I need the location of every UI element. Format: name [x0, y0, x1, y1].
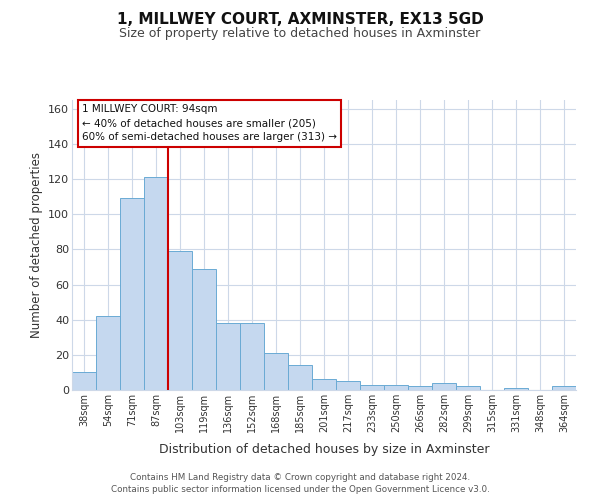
- Bar: [168, 251, 192, 390]
- Bar: [552, 386, 576, 390]
- Y-axis label: Number of detached properties: Number of detached properties: [29, 152, 43, 338]
- Text: Contains public sector information licensed under the Open Government Licence v3: Contains public sector information licen…: [110, 485, 490, 494]
- Bar: [360, 384, 384, 390]
- Bar: [384, 384, 408, 390]
- Bar: [408, 386, 432, 390]
- Text: Distribution of detached houses by size in Axminster: Distribution of detached houses by size …: [159, 442, 489, 456]
- Bar: [336, 381, 360, 390]
- Text: 1 MILLWEY COURT: 94sqm
← 40% of detached houses are smaller (205)
60% of semi-de: 1 MILLWEY COURT: 94sqm ← 40% of detached…: [82, 104, 337, 142]
- Bar: [456, 386, 480, 390]
- Bar: [312, 380, 336, 390]
- Bar: [216, 323, 240, 390]
- Text: Size of property relative to detached houses in Axminster: Size of property relative to detached ho…: [119, 28, 481, 40]
- Bar: [72, 372, 96, 390]
- Bar: [96, 316, 120, 390]
- Bar: [288, 366, 312, 390]
- Bar: [144, 178, 168, 390]
- Bar: [264, 353, 288, 390]
- Bar: [120, 198, 144, 390]
- Bar: [504, 388, 528, 390]
- Text: Contains HM Land Registry data © Crown copyright and database right 2024.: Contains HM Land Registry data © Crown c…: [130, 472, 470, 482]
- Bar: [192, 268, 216, 390]
- Text: 1, MILLWEY COURT, AXMINSTER, EX13 5GD: 1, MILLWEY COURT, AXMINSTER, EX13 5GD: [116, 12, 484, 28]
- Bar: [432, 383, 456, 390]
- Bar: [240, 323, 264, 390]
